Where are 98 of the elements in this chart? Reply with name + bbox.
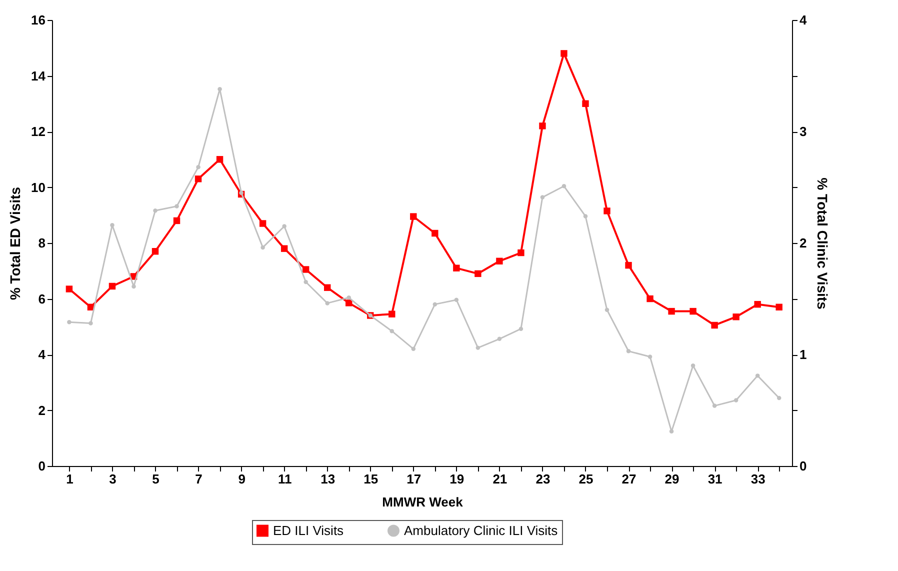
point: [734, 398, 738, 402]
point: [196, 165, 200, 170]
y-tick-label: 6: [38, 291, 46, 306]
point: [388, 310, 396, 318]
point: [604, 308, 610, 312]
point: [754, 300, 761, 308]
point: [259, 220, 266, 227]
point: [711, 322, 718, 329]
point: [153, 208, 158, 213]
y2-tick-label: 1: [800, 347, 807, 362]
point: [453, 264, 460, 272]
point: [110, 223, 114, 228]
point: [280, 245, 288, 252]
y-tick-label: 14: [31, 68, 46, 84]
point: [562, 184, 566, 188]
point: [411, 346, 416, 352]
point: [346, 296, 351, 300]
point: [497, 336, 502, 342]
point: [518, 249, 524, 256]
point: [776, 396, 782, 400]
point: [648, 354, 652, 359]
y2-tick-label: 3: [800, 124, 807, 139]
y-tick-label: 16: [31, 12, 46, 28]
x-tick-label: 1: [66, 472, 74, 486]
point: [539, 122, 546, 130]
point: [239, 190, 244, 195]
point: [582, 100, 589, 107]
point: [669, 429, 674, 434]
y2-tick-label: 4: [800, 12, 808, 28]
y-tick-label: 4: [38, 347, 46, 362]
point: [583, 214, 588, 218]
point: [325, 301, 330, 306]
point: [476, 346, 480, 350]
x-tick-label: 5: [152, 472, 160, 486]
x-tick-label: 27: [622, 472, 636, 486]
point: [194, 176, 202, 182]
y-tick-label: 10: [31, 180, 46, 195]
point: [646, 295, 654, 302]
x-tick-label: 31: [708, 472, 722, 486]
legend-label: ED ILI Visits: [273, 522, 344, 538]
x-tick-label: 33: [750, 472, 766, 486]
point: [218, 87, 222, 92]
x-tick-label: 17: [406, 472, 422, 486]
x-axis-title: MMWR Week: [382, 494, 464, 510]
point: [712, 404, 717, 408]
point: [66, 286, 73, 292]
point: [346, 300, 352, 306]
point: [174, 204, 179, 208]
point: [625, 262, 632, 269]
x-tick-label: 9: [238, 472, 246, 486]
point: [496, 258, 503, 264]
point: [604, 208, 610, 214]
point: [88, 321, 93, 326]
point: [560, 50, 568, 57]
point: [108, 282, 116, 290]
y-tick-label: 8: [38, 236, 46, 250]
point: [216, 156, 224, 163]
x-tick-label: 19: [450, 472, 464, 486]
point: [302, 266, 310, 273]
y2-axis-title: % Total Clinic Visits: [814, 178, 831, 310]
x-tick-label: 15: [364, 472, 378, 486]
point: [282, 224, 286, 228]
point: [410, 213, 417, 220]
x-tick-label: 3: [109, 472, 116, 486]
legend-label: Ambulatory Clinic ILI Visits: [404, 522, 558, 538]
point: [626, 349, 631, 354]
point: [324, 284, 331, 291]
point: [668, 308, 675, 315]
point: [518, 326, 524, 331]
point: [432, 302, 438, 306]
point: [776, 304, 782, 310]
y-tick-label: 0: [38, 458, 46, 474]
point: [454, 298, 459, 302]
point: [152, 248, 159, 255]
point: [173, 217, 180, 224]
y2-tick-label: 2: [800, 236, 807, 250]
point: [432, 230, 438, 237]
point: [690, 364, 696, 368]
y-tick-label: 2: [38, 402, 46, 418]
point: [540, 195, 545, 200]
y2-tick-label: 0: [800, 458, 807, 474]
x-tick-label: 7: [195, 472, 202, 486]
point: [260, 245, 265, 250]
x-tick-label: 25: [578, 472, 594, 486]
x-tick-label: 11: [278, 472, 292, 486]
point: [67, 320, 72, 324]
point: [474, 270, 482, 278]
x-tick-label: 13: [320, 472, 336, 486]
y-tick-label: 12: [31, 124, 46, 139]
point: [755, 374, 760, 378]
x-tick-label: 21: [492, 472, 508, 486]
point: [690, 308, 696, 315]
point: [304, 280, 308, 284]
y-axis-title: % Total ED Visits: [7, 186, 24, 300]
point: [732, 314, 740, 320]
point: [390, 328, 394, 334]
x-tick-label: 29: [664, 472, 680, 486]
x-tick-label: 23: [536, 472, 550, 486]
